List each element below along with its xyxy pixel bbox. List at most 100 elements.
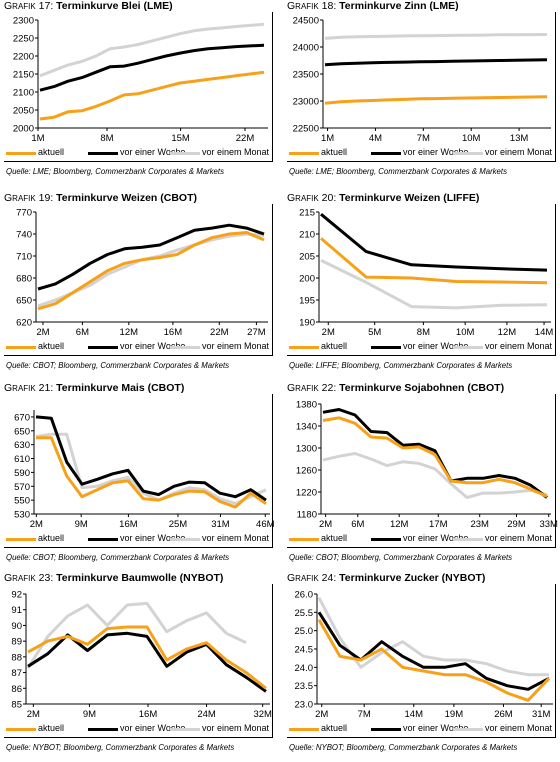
x-tick-label: 33M	[539, 519, 558, 530]
legend-label: vor einem Monat	[202, 341, 270, 351]
y-tick-label: 88	[11, 652, 22, 663]
legend-label: vor einer Woche	[403, 723, 469, 733]
legend-swatch	[170, 728, 200, 731]
chart-name: Terminkurve Blei (LME)	[56, 0, 173, 12]
legend-swatch	[6, 152, 36, 155]
y-tick-label: 22500	[293, 124, 319, 135]
x-tick-label: 2M	[315, 709, 328, 720]
x-tick-label: 26M	[494, 709, 513, 720]
chart-number: 18:	[318, 0, 340, 12]
legend-swatch	[88, 346, 118, 349]
chart-plot: 85 86 87 88 89 90 91 92 2M 9M 16M 24M 32M	[11, 590, 272, 721]
legend: aktuell vor einer Woche vor einem Monat	[287, 147, 557, 163]
legend: aktuell vor einer Woche vor einem Monat	[287, 723, 557, 739]
series-line-monat	[39, 22, 265, 78]
x-tick-label: 17M	[429, 519, 448, 530]
y-tick-label: 195	[299, 296, 315, 307]
legend-swatch	[289, 152, 319, 155]
legend-swatch	[289, 538, 319, 541]
x-tick-label: 16M	[119, 519, 138, 530]
chart-name: Terminkurve Weizen (LIFFE)	[339, 192, 480, 204]
series-line-aktuell	[39, 70, 265, 121]
x-tick-label: 10M	[462, 133, 481, 144]
legend-swatch	[371, 538, 401, 541]
y-tick-label: 2050	[13, 106, 34, 117]
x-tick-label: 7M	[417, 133, 430, 144]
chart-number: 24:	[318, 572, 340, 584]
series-line-woche	[37, 223, 265, 291]
legend-label: vor einem Monat	[485, 147, 553, 157]
x-tick-label: 2M	[36, 327, 49, 338]
y-tick-label: 200	[299, 274, 315, 285]
chart-plot: 530 550 570 590 610 630 650 670 2M 9M 16M 25M 31M 46M	[14, 410, 275, 530]
y-tick-label: 670	[14, 412, 30, 423]
legend: aktuell vor einer Woche vor einem Monat	[287, 341, 557, 357]
legend-label: vor einer Woche	[120, 341, 186, 351]
chart-frame	[4, 394, 273, 548]
legend-swatch	[6, 346, 36, 349]
chart-title-prefix: GRAFIK	[287, 0, 319, 12]
chart-title-prefix: GRAFIK	[4, 382, 36, 394]
legend-label: vor einem Monat	[202, 723, 270, 733]
chart-title-prefix: GRAFIK	[287, 382, 319, 394]
series-line-aktuell	[317, 618, 551, 702]
series-line-monat	[317, 597, 549, 677]
chart-title-prefix: GRAFIK	[4, 192, 36, 204]
legend-label: aktuell	[321, 341, 348, 351]
x-tick-label: 24M	[197, 709, 216, 720]
legend-label: vor einem Monat	[202, 533, 270, 543]
legend-swatch	[371, 152, 401, 155]
x-tick-label: 19M	[445, 709, 464, 720]
y-tick-label: 550	[14, 496, 30, 507]
chart-name: Terminkurve Sojabohnen (CBOT)	[339, 382, 505, 394]
chart-title: GRAFIK 23: Terminkurve Baumwolle (NYBOT)	[4, 572, 223, 584]
x-tick-label: 2M	[30, 519, 43, 530]
series-line-aktuell	[324, 95, 548, 105]
chart-title-prefix: GRAFIK	[287, 192, 319, 204]
y-tick-label: 205	[299, 252, 315, 263]
y-tick-label: 630	[14, 440, 30, 451]
y-tick-label: 215	[299, 208, 315, 219]
legend-label: aktuell	[321, 723, 348, 733]
chart-plot: 620 650 680 710 740 770 2M 6M 12M 16M 22M 27M	[16, 208, 268, 338]
legend-label: aktuell	[321, 147, 348, 157]
y-tick-label: 210	[299, 230, 315, 241]
series-line-aktuell	[36, 436, 267, 509]
x-tick-label: 14M	[405, 709, 424, 720]
chart-panel-weizen-liffe: GRAFIK 20: Terminkurve Weizen (LIFFE) 190…	[287, 192, 557, 382]
y-tick-label: 23500	[293, 70, 319, 81]
chart-plot: 22500 23000 23500 24000 24500 1M 4M 7M 10M 13M	[293, 16, 551, 144]
y-tick-label: 85	[11, 700, 22, 711]
y-tick-label: 770	[16, 208, 32, 219]
chart-name: Terminkurve Weizen (CBOT)	[56, 192, 197, 204]
y-tick-label: 86	[11, 684, 22, 695]
chart-plot: 23.0 23.5 24.0 24.5 25.0 25.5 26.0 2M 7M 14M 19M 26…	[295, 590, 553, 720]
series-line-woche	[35, 415, 267, 502]
chart-plot: 2000 2050 2100 2150 2200 2250 2300 1M 8M 15M 22M	[13, 16, 268, 144]
y-tick-label: 24500	[293, 16, 319, 27]
y-tick-label: 610	[14, 454, 30, 465]
x-tick-label: 15M	[171, 133, 190, 144]
x-tick-label: 1M	[321, 133, 334, 144]
series-line-monat	[320, 259, 548, 310]
x-tick-label: 8M	[417, 327, 430, 338]
chart-number: 17:	[35, 0, 57, 12]
y-tick-label: 650	[14, 426, 30, 437]
x-tick-label: 27M	[247, 327, 266, 338]
y-tick-label: 680	[16, 274, 32, 285]
chart-plot: 1180 1220 1260 1300 1340 1380 2M 6M 12M 17M 23M 29M…	[296, 400, 558, 531]
series-line-woche	[322, 408, 548, 499]
y-tick-label: 2200	[13, 52, 34, 63]
chart-source: Quelle: CBOT; Bloomberg, Commerzbank Cor…	[6, 361, 230, 370]
chart-source: Quelle: CBOT; Bloomberg, Commerzbank Cor…	[289, 553, 513, 562]
y-tick-label: 2250	[13, 34, 34, 45]
chart-name: Terminkurve Zucker (NYBOT)	[339, 572, 486, 584]
x-tick-label: 12M	[390, 519, 409, 530]
chart-title: GRAFIK 17: Terminkurve Blei (LME)	[4, 0, 173, 12]
chart-plot: 190 195 200 205 210 215 2M 5M 8M 10M 12M 14M	[299, 208, 553, 339]
y-tick-label: 24000	[293, 43, 319, 54]
y-tick-label: 1260	[296, 466, 317, 477]
legend-swatch	[170, 152, 200, 155]
x-tick-label: 23M	[470, 519, 489, 530]
legend-swatch	[170, 538, 200, 541]
